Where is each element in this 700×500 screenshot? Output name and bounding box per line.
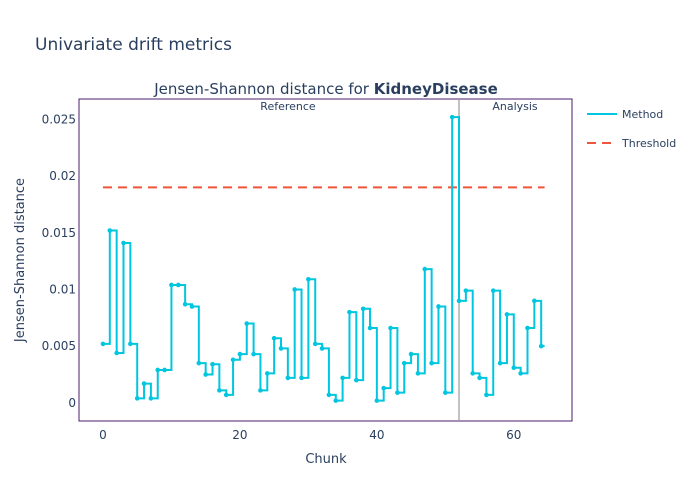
method-data-point: [518, 371, 523, 376]
y-tick-label: 0.025: [42, 112, 76, 126]
y-tick-label: 0.01: [49, 282, 76, 296]
method-data-point: [504, 312, 510, 317]
method-data-point: [436, 304, 441, 309]
method-data-point: [484, 392, 489, 398]
method-data-point: [381, 385, 387, 391]
method-data-point: [264, 371, 270, 376]
method-data-point: [141, 381, 147, 386]
method-data-point: [429, 360, 434, 366]
method-data-point: [237, 351, 243, 357]
method-data-point: [525, 325, 530, 331]
y-tick-label: 0.005: [42, 339, 76, 353]
page-title: Univariate drift metrics: [35, 35, 232, 55]
method-data-point: [128, 341, 133, 347]
method-data-point: [278, 346, 284, 351]
method-data-point: [210, 362, 215, 367]
method-data-point: [258, 388, 263, 393]
x-tick-label: 0: [99, 428, 107, 442]
method-data-point: [326, 392, 332, 398]
y-tick-label: 0.02: [49, 169, 76, 183]
method-data-point: [196, 360, 202, 366]
method-data-point: [340, 375, 345, 381]
analysis-label: Analysis: [492, 100, 538, 113]
y-tick-label: 0: [68, 396, 76, 410]
method-data-point: [497, 360, 503, 366]
method-data-point: [477, 375, 482, 381]
method-data-point: [251, 351, 256, 357]
y-axis-label: Jensen-Shannon distance: [13, 178, 28, 343]
method-data-point: [470, 371, 476, 376]
method-data-point: [223, 392, 229, 398]
method-data-point: [148, 396, 154, 401]
method-series-points: [100, 114, 544, 403]
x-tick-label: 20: [232, 428, 247, 442]
method-data-point: [244, 321, 250, 326]
method-data-point: [538, 343, 544, 349]
method-data-point: [456, 298, 462, 304]
method-data-point: [490, 288, 496, 293]
method-data-point: [532, 298, 537, 304]
method-data-point: [354, 377, 359, 383]
chart-title-prefix: Jensen-Shannon distance for: [153, 80, 374, 98]
method-data-point: [100, 341, 106, 347]
x-axis-ticks: 0 20 40 60: [99, 428, 521, 442]
method-data-point: [230, 357, 236, 363]
method-data-point: [347, 309, 352, 315]
method-series-line: [102, 116, 545, 402]
method-data-point: [388, 325, 393, 331]
method-data-point: [155, 367, 161, 373]
method-data-point: [463, 288, 469, 293]
method-data-point: [114, 350, 119, 356]
method-data-point: [443, 390, 448, 395]
method-data-point: [408, 351, 414, 357]
legend-threshold-label: Threshold: [621, 137, 676, 150]
method-data-point: [217, 388, 222, 393]
method-data-point: [319, 346, 325, 351]
method-data-point: [415, 371, 421, 376]
method-data-point: [422, 266, 428, 272]
method-data-point: [271, 335, 277, 341]
legend: Method Threshold: [587, 108, 676, 150]
chart-title: Jensen-Shannon distance for KidneyDiseas…: [153, 80, 498, 98]
y-tick-label: 0.015: [42, 226, 76, 240]
chart-title-bold: KidneyDisease: [374, 80, 498, 98]
method-data-point: [107, 228, 113, 233]
x-tick-label: 40: [369, 428, 384, 442]
y-axis-ticks: 0 0.005 0.01 0.015 0.02 0.025: [42, 112, 76, 409]
method-data-point: [182, 301, 188, 307]
method-data-point: [312, 341, 318, 347]
method-data-point: [162, 367, 167, 373]
method-data-point: [175, 282, 181, 288]
method-data-point: [333, 398, 339, 403]
method-data-point: [134, 396, 140, 401]
method-data-point: [306, 276, 311, 282]
method-data-point: [374, 398, 380, 403]
method-data-point: [203, 372, 208, 377]
method-data-point: [169, 282, 174, 288]
x-tick-label: 60: [506, 428, 521, 442]
method-data-point: [360, 306, 366, 312]
x-axis-label: Chunk: [305, 452, 347, 467]
method-data-point: [299, 375, 304, 381]
method-data-point: [367, 325, 373, 331]
method-data-point: [285, 375, 291, 381]
method-data-point: [449, 114, 455, 120]
method-data-point: [401, 360, 407, 366]
legend-method-label: Method: [622, 108, 663, 121]
method-data-point: [121, 240, 126, 246]
method-data-point: [189, 304, 195, 309]
method-data-point: [395, 390, 400, 395]
method-data-point: [511, 365, 517, 371]
method-data-point: [292, 287, 297, 292]
plot-frame: [78, 98, 573, 422]
reference-label: Reference: [260, 100, 316, 113]
